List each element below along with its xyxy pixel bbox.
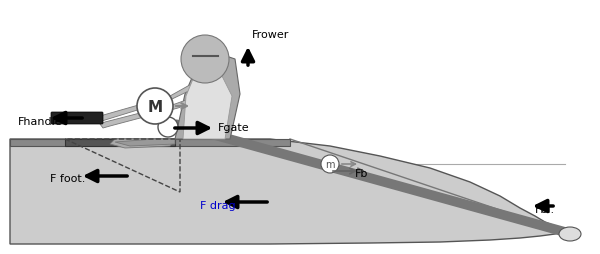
Polygon shape xyxy=(65,139,175,146)
FancyBboxPatch shape xyxy=(51,113,103,124)
Circle shape xyxy=(158,118,178,137)
Circle shape xyxy=(137,89,173,124)
Text: Fgate: Fgate xyxy=(218,122,250,133)
Text: F drag: F drag xyxy=(200,200,236,210)
Polygon shape xyxy=(183,63,232,139)
Polygon shape xyxy=(10,139,568,244)
Circle shape xyxy=(321,155,339,173)
Polygon shape xyxy=(100,87,228,129)
Text: m: m xyxy=(325,159,335,169)
Polygon shape xyxy=(115,139,175,146)
Text: Fbl.: Fbl. xyxy=(535,204,555,214)
Polygon shape xyxy=(10,139,290,146)
Text: Fhandle: Fhandle xyxy=(18,117,62,126)
Text: M: M xyxy=(148,99,163,114)
Polygon shape xyxy=(110,139,175,148)
Polygon shape xyxy=(95,83,197,122)
Circle shape xyxy=(181,36,229,84)
Text: Frower: Frower xyxy=(252,30,289,40)
Polygon shape xyxy=(175,55,240,139)
Ellipse shape xyxy=(559,227,581,241)
Text: F foot.: F foot. xyxy=(50,173,85,183)
Text: Fb: Fb xyxy=(355,168,368,178)
